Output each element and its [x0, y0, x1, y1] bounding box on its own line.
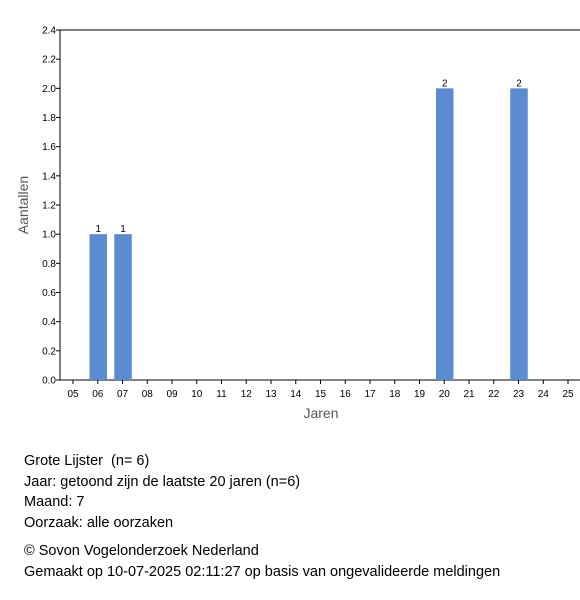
x-axis: 05 06 07 08 09 10 11 12 13 14 15 16 17 18 19 20 21 22 23 24…: [60, 379, 580, 400]
y-tick-label: 0.4: [42, 317, 56, 328]
y-tick-label: 1.8: [42, 113, 56, 124]
bar: [436, 88, 454, 380]
bars: [89, 88, 528, 380]
x-tick-label: 06: [92, 389, 104, 400]
y-tick-label: 0.8: [42, 259, 56, 270]
y-tick-label: 1.4: [42, 171, 56, 182]
x-tick-label: 15: [315, 389, 327, 400]
y-tick-label: 2.4: [42, 26, 56, 37]
y-tick-label: 2.2: [42, 55, 56, 66]
x-tick-label: 25: [562, 389, 574, 400]
bar: [89, 234, 107, 380]
month-line: Maand: 7: [24, 494, 85, 510]
bar-value-label: 1: [95, 224, 101, 235]
bar-chart: 0.00.20.40.60.81.01.21.41.61.82.02.22.4 …: [15, 26, 580, 421]
y-tick-label: 1.0: [42, 230, 56, 241]
x-tick-label: 19: [414, 389, 426, 400]
x-tick-label: 07: [117, 389, 129, 400]
x-tick-label: 09: [166, 389, 178, 400]
x-tick-label: 08: [142, 389, 154, 400]
copyright-line: © Sovon Vogelonderzoek Nederland: [24, 543, 259, 559]
y-tick-label: 1.2: [42, 201, 56, 212]
x-tick-label: 24: [538, 389, 550, 400]
x-tick-label: 17: [364, 389, 376, 400]
y-tick-label: 0.6: [42, 288, 56, 299]
y-axis-title: Aantallen: [15, 176, 31, 234]
x-tick-label: 13: [265, 389, 277, 400]
bar-value-label: 2: [516, 78, 522, 89]
year-line: Jaar: getoond zijn de laatste 20 jaren (…: [24, 473, 301, 490]
x-tick-label: 05: [67, 389, 79, 400]
x-tick-label: 18: [389, 389, 401, 400]
cause-line: Oorzaak: alle oorzaken: [24, 514, 174, 531]
x-tick-label: 20: [439, 389, 451, 400]
x-tick-label: 22: [488, 389, 500, 400]
y-axis: 0.0 0.2 0.4 0.6 0.8 1.0 1.2 1.4 1.6 1.8 2.0 2.2 2.4: [42, 26, 580, 387]
x-tick-label: 16: [340, 389, 352, 400]
x-axis-title: Jaren: [303, 405, 338, 421]
y-tick-label: 0.0: [42, 376, 56, 387]
x-tick-label: 10: [191, 389, 203, 400]
generated-line: Gemaakt op 10-07-2025 02:11:27 op basis …: [24, 563, 501, 580]
bar: [510, 88, 528, 380]
y-tick-label: 0.2: [42, 346, 56, 357]
chart-footer: © Sovon Vogelonderzoek Nederland Gemaakt…: [24, 541, 500, 582]
x-tick-label: 14: [290, 389, 302, 400]
species-line: Grote Lijster (n= 6): [24, 453, 150, 469]
x-tick-label: 21: [463, 389, 475, 400]
y-tick-label: 1.6: [42, 142, 56, 153]
chart-caption: Grote Lijster (n= 6) Jaar: getoond zijn …: [24, 451, 300, 533]
x-tick-label: 23: [513, 389, 525, 400]
data-labels: 1 1 2 2: [95, 78, 522, 235]
bar-value-label: 2: [442, 78, 448, 89]
bar: [114, 234, 132, 380]
x-tick-label: 12: [241, 389, 253, 400]
x-tick-label: 11: [216, 389, 227, 400]
chart: 0.0 0.2 0.4 0.6 0.8 1.0 1.2 1.4 1.6 1.8 2.0 2.2 2.4 …: [15, 26, 580, 421]
bar-value-label: 1: [120, 224, 126, 235]
y-tick-label: 2.0: [42, 84, 56, 95]
